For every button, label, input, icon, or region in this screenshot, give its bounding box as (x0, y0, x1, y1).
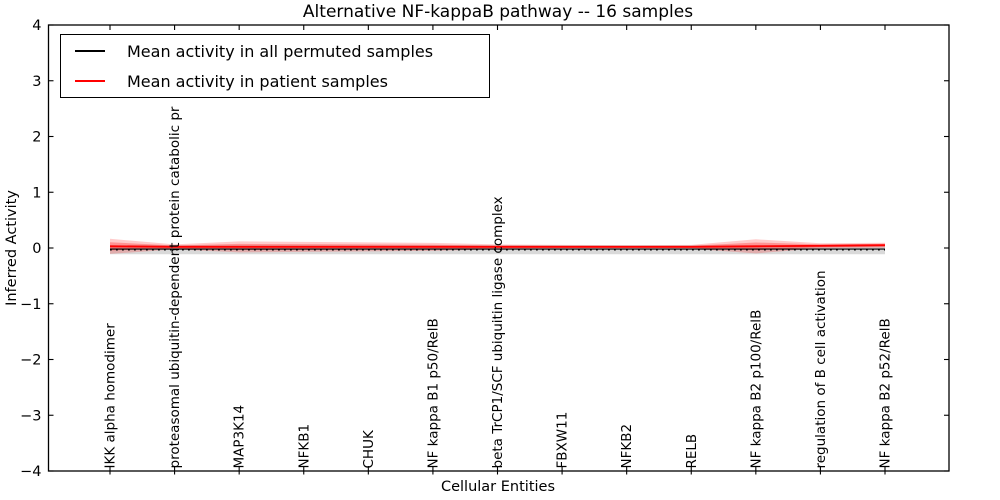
legend-line-sample-permuted (75, 50, 105, 52)
legend-entry-patient: Mean activity in patient samples (61, 66, 489, 96)
x-category-label: NF kappa B2 p100/RelB (748, 310, 764, 469)
legend-box: Mean activity in all permuted samples Me… (60, 34, 490, 98)
y-tick-label: 1 (32, 185, 41, 201)
y-tick-label: 0 (32, 241, 41, 257)
y-tick-label: −1 (20, 297, 41, 313)
x-category-label: NFKB2 (619, 424, 635, 469)
legend-label-permuted: Mean activity in all permuted samples (127, 41, 434, 61)
x-category-label: NF kappa B1 p50/RelB (425, 318, 441, 468)
patient-mean-line (109, 244, 886, 248)
chart-title: Alternative NF-kappaB pathway -- 16 samp… (302, 2, 694, 22)
x-axis-label: Cellular Entities (440, 479, 556, 495)
y-tick-label: −4 (20, 464, 41, 480)
x-category-label: beta TrCP1/SCF ubiquitin ligase complex (490, 196, 506, 468)
y-tick-label: −3 (20, 408, 41, 424)
legend-entry-permuted: Mean activity in all permuted samples (61, 36, 489, 66)
x-category-label: IKK alpha homodimer (103, 323, 119, 469)
y-tick-label: 3 (32, 74, 41, 90)
x-category-label: FBXW11 (555, 412, 571, 469)
y-tick-label: 4 (32, 18, 41, 34)
legend-label-patient: Mean activity in patient samples (127, 71, 388, 91)
y-axis-label: Inferred Activity (4, 190, 20, 306)
legend-line-sample-patient (75, 80, 105, 82)
x-category-label: RELB (684, 434, 700, 469)
x-category-label: NF kappa B2 p52/RelB (878, 318, 894, 468)
y-tick-label: 2 (32, 130, 41, 146)
x-category-label: NFKB1 (296, 424, 312, 469)
x-category-label: proteasomal ubiquitin-dependent protein … (167, 106, 183, 468)
x-category-label: CHUK (361, 429, 377, 468)
x-category-label: MAP3K14 (232, 405, 248, 469)
x-category-label: regulation of B cell activation (813, 270, 829, 468)
y-tick-label: −2 (20, 353, 41, 369)
